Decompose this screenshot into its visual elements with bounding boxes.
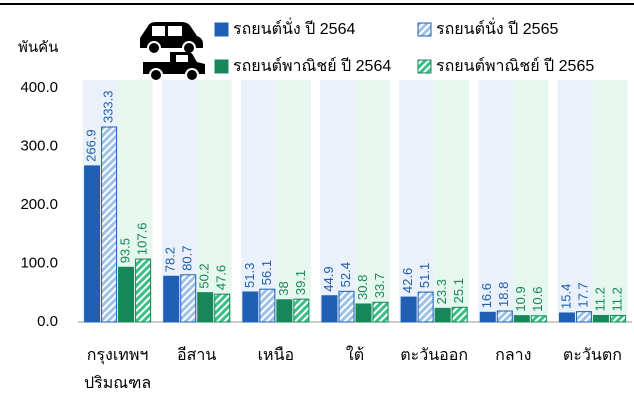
data-label: 266.9 (84, 129, 99, 162)
bar (214, 293, 231, 323)
bar (180, 274, 197, 323)
x-tick-label: ตะวันตก (562, 347, 622, 364)
bar (417, 291, 434, 323)
bar (293, 298, 310, 323)
bar (451, 306, 468, 323)
bar (609, 314, 626, 323)
band-bg (434, 80, 470, 322)
bar (163, 275, 180, 323)
bar (135, 258, 152, 323)
bar (118, 266, 135, 323)
data-label: 56.1 (259, 260, 274, 285)
data-label: 23.3 (434, 279, 449, 304)
band-bg (478, 80, 514, 322)
band-bg (240, 80, 276, 322)
data-label: 25.1 (451, 278, 466, 303)
bar (496, 310, 513, 323)
data-label: 78.2 (163, 247, 178, 272)
legend-swatch (417, 22, 432, 37)
band-bg (592, 80, 628, 322)
band-bg (320, 80, 355, 322)
data-label: 16.6 (479, 283, 494, 308)
bar (434, 307, 451, 323)
car-icon (140, 22, 203, 55)
data-label: 10.9 (513, 286, 528, 311)
data-label: 51.3 (242, 263, 257, 288)
data-label: 17.7 (575, 282, 590, 307)
band-bg (399, 80, 435, 322)
data-label: 38 (276, 281, 291, 295)
data-label: 10.6 (530, 286, 545, 311)
bar (513, 315, 530, 323)
data-label: 333.3 (101, 90, 116, 123)
y-tick-label: 200.0 (20, 196, 58, 213)
legend-swatch (214, 59, 229, 74)
x-tick-label: อีสาน (177, 347, 217, 364)
data-label: 15.4 (558, 284, 573, 309)
data-label: 33.7 (372, 273, 387, 298)
legend-label: รถยนต์พาณิชย์ ปี 2565 (436, 56, 594, 75)
bar (276, 299, 293, 323)
data-label: 80.7 (180, 245, 195, 270)
bar (575, 311, 592, 323)
x-tick-label: ตะวันออก (400, 347, 469, 364)
x-tick-label: ใต้ (345, 347, 365, 364)
bar (321, 295, 338, 323)
bar (101, 126, 118, 323)
data-label: 11.2 (592, 287, 607, 311)
bar (84, 165, 101, 323)
y-axis-label: พันคัน (18, 39, 58, 56)
data-label: 47.6 (214, 265, 229, 290)
bar (592, 314, 609, 323)
band-bg (513, 80, 549, 322)
legend-label: รถยนต์นั่ง ปี 2564 (233, 17, 355, 38)
legend-swatch (214, 22, 229, 37)
x-tick-label: เหนือ (257, 347, 295, 364)
legend-label: รถยนต์พาณิชย์ ปี 2564 (233, 56, 391, 75)
legend-label: รถยนต์นั่ง ปี 2565 (436, 17, 558, 38)
data-label: 107.6 (135, 223, 150, 256)
band-bg (275, 80, 311, 322)
data-label: 93.5 (118, 238, 133, 263)
band-bg (355, 80, 390, 322)
bar (242, 291, 259, 323)
bar (372, 301, 389, 323)
data-label: 44.9 (321, 266, 336, 291)
truck-icon (143, 52, 205, 82)
bar (530, 315, 547, 323)
data-label: 50.2 (197, 263, 212, 288)
data-label: 30.8 (355, 275, 370, 300)
data-label: 39.1 (293, 270, 308, 295)
bar (355, 303, 372, 323)
legend-swatch (417, 59, 432, 74)
bar (259, 288, 276, 323)
x-tick-label: กลาง (495, 347, 532, 364)
y-tick-label: 0.0 (37, 313, 58, 330)
x-tick-label: กรุงเทพฯ ปริมณฑล (83, 347, 152, 392)
bar (558, 312, 575, 323)
data-label: 51.1 (417, 263, 432, 288)
data-label: 11.2 (609, 287, 624, 311)
band-bg (557, 80, 593, 322)
bar (400, 296, 417, 323)
bar (338, 290, 355, 323)
y-tick-label: 400.0 (20, 79, 58, 96)
y-tick-label: 100.0 (20, 254, 58, 271)
y-tick-label: 300.0 (20, 137, 58, 154)
data-label: 42.6 (400, 268, 415, 293)
data-label: 18.8 (496, 282, 511, 307)
bar (479, 311, 496, 323)
band-bg (196, 80, 232, 322)
data-label: 52.4 (338, 262, 353, 287)
bar (197, 292, 214, 323)
